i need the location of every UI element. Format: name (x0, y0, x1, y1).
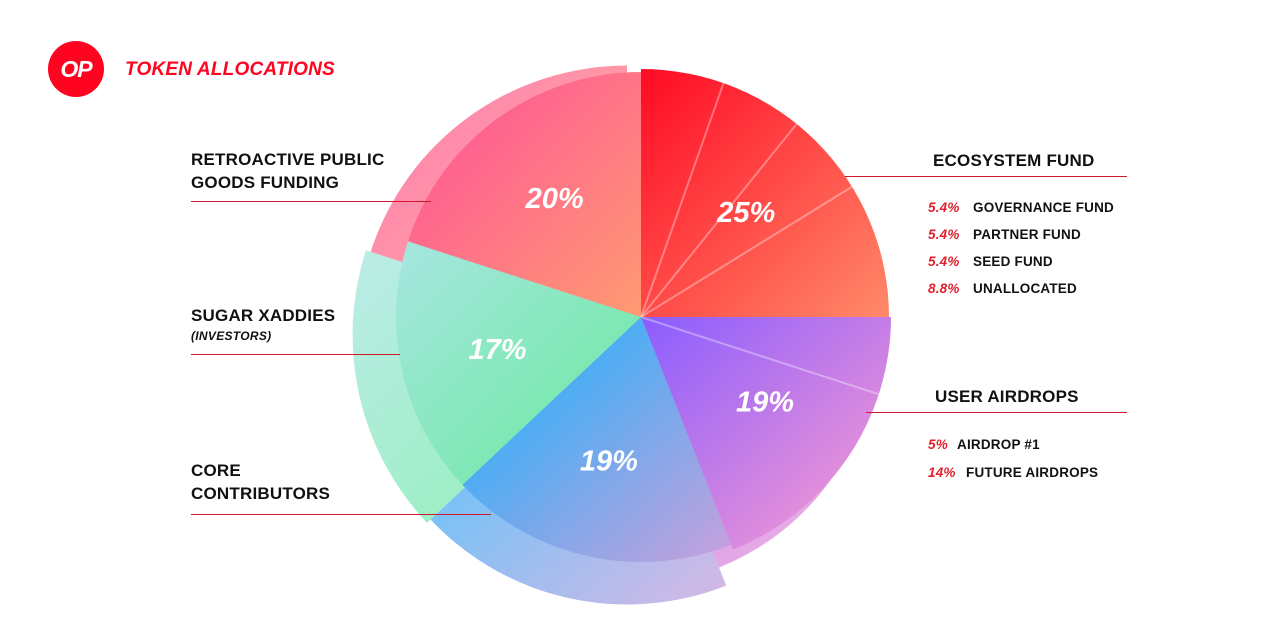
leader-line-sugar (191, 354, 400, 356)
pie-sub-divider (640, 316, 880, 396)
leader-line-retroactive (191, 201, 431, 203)
pie-slice (407, 72, 641, 317)
ecosystem-item: 5.4% SEED FUND (928, 254, 1053, 269)
ecosystem-item-pct: 5.4% (928, 227, 960, 242)
pie-percent-label: 25% (716, 197, 775, 229)
pie-percent-label: 20% (525, 183, 584, 215)
pie-percent-label: 17% (469, 334, 527, 366)
ecosystem-item-pct: 5.4% (928, 200, 960, 215)
pie-slice (641, 317, 891, 550)
airdrop-item: 14% FUTURE AIRDROPS (928, 465, 1098, 480)
label-line: CORE (191, 461, 241, 480)
op-logo: OP (48, 41, 104, 97)
airdrop-item-pct: 5% (928, 437, 948, 452)
ecosystem-item-pct: 5.4% (928, 254, 960, 269)
ecosystem-item-name: GOVERNANCE FUND (973, 200, 1115, 215)
ecosystem-item-name: PARTNER FUND (973, 227, 1081, 242)
pie-slices (395, 69, 891, 562)
pie-percent-label: 19% (580, 445, 638, 477)
pie-percent-label: 19% (736, 386, 794, 418)
ecosystem-item: 8.8% UNALLOCATED (928, 281, 1077, 296)
ecosystem-item: 5.4% PARTNER FUND (928, 227, 1081, 242)
pie-slice (641, 69, 889, 317)
label-line: RETROACTIVE PUBLIC (191, 150, 385, 169)
airdrop-item: 5% AIRDROP #1 (928, 437, 1040, 452)
airdrop-item-name: FUTURE AIRDROPS (966, 465, 1099, 480)
pie-sub-divider (640, 82, 725, 318)
pie-percent-labels: 25% 19% 19% 17% 20% (469, 183, 795, 477)
label-retroactive-funding: RETROACTIVE PUBLIC GOODS FUNDING (191, 148, 384, 194)
pie-slice (462, 317, 732, 562)
label-user-airdrops: USER AIRDROPS (935, 387, 1079, 406)
label-line: CONTRIBUTORS (191, 484, 331, 503)
label-line: GOODS FUNDING (191, 173, 340, 192)
pie-sub-divider (640, 123, 798, 318)
ecosystem-item-name: SEED FUND (973, 254, 1053, 269)
page-title: TOKEN ALLOCATIONS (125, 59, 335, 80)
airdrop-item-name: AIRDROP #1 (957, 437, 1040, 452)
label-core-contributors: CORE CONTRIBUTORS (191, 459, 330, 505)
leader-line-ecosystem (845, 176, 1127, 178)
label-sugar-xaddies: SUGAR XADDIES (191, 306, 336, 325)
pie-sub-divider (640, 185, 853, 318)
label-investors: (INVESTORS) (191, 329, 272, 343)
leader-line-core (191, 514, 491, 516)
leader-line-user (866, 412, 1127, 414)
logo-text: OP (60, 55, 92, 82)
airdrop-item-pct: 14% (928, 465, 956, 480)
label-ecosystem-fund: ECOSYSTEM FUND (933, 151, 1095, 170)
ecosystem-item: 5.4% GOVERNANCE FUND (928, 200, 1114, 215)
ecosystem-item-pct: 8.8% (928, 281, 960, 296)
pie-slice (395, 241, 641, 485)
ecosystem-item-name: UNALLOCATED (973, 281, 1077, 296)
